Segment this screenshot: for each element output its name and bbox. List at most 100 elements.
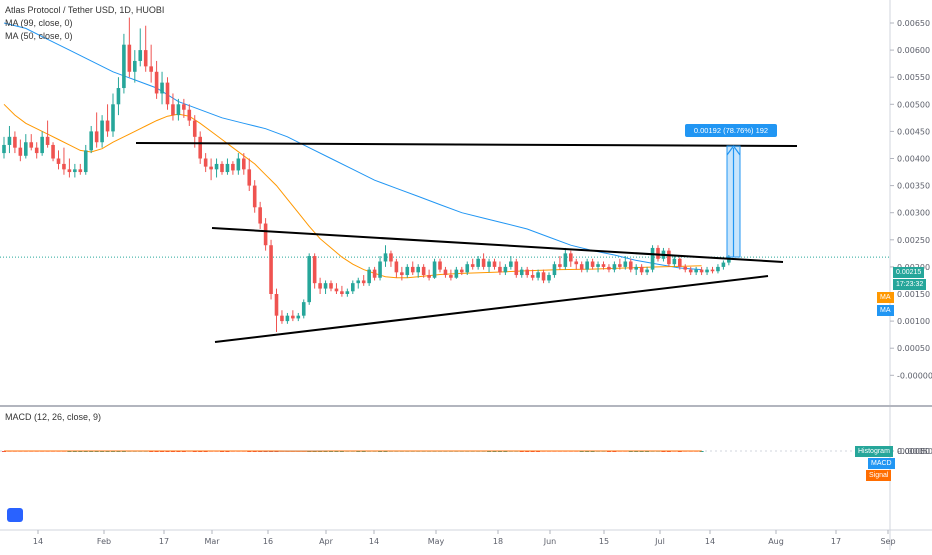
candle-body: [144, 50, 148, 66]
candle-body: [558, 264, 562, 267]
candle-body: [378, 261, 382, 277]
price-tick-label: -0.00000: [897, 371, 932, 380]
candle-body: [602, 264, 606, 267]
ma50-legend[interactable]: MA (50, close, 0): [5, 30, 73, 42]
candle-body: [264, 224, 268, 246]
candle-body: [476, 259, 480, 267]
candle-body: [509, 261, 513, 266]
candle-body: [427, 275, 431, 278]
candle-body: [155, 72, 159, 94]
time-tick-label: 15: [599, 537, 609, 546]
candle-body: [433, 261, 437, 277]
candle-body: [487, 261, 491, 266]
candle-body: [280, 316, 284, 321]
candle-body: [51, 145, 55, 159]
candle-body: [149, 66, 153, 71]
candle-body: [335, 289, 339, 292]
time-tick-label: May: [428, 537, 445, 546]
candle-body: [711, 270, 715, 272]
candle-body: [389, 253, 393, 261]
candle-body: [455, 270, 459, 278]
candle-body: [640, 267, 644, 272]
candle-body: [504, 267, 508, 272]
candle-body: [291, 316, 295, 319]
candle-body: [618, 264, 622, 267]
lower-triangle-line: [215, 276, 768, 342]
candle-body: [656, 248, 660, 259]
ma50-price-tag: MA: [877, 292, 894, 303]
candle-body: [29, 142, 33, 147]
candle-body: [89, 131, 93, 150]
candle-body: [520, 270, 524, 275]
candle-body: [40, 137, 44, 153]
candle-body: [95, 131, 99, 142]
candle-body: [100, 121, 104, 143]
histogram-tag: Histogram: [855, 446, 893, 457]
candle-body: [716, 267, 720, 271]
candle-body: [678, 259, 682, 267]
ma99-legend[interactable]: MA (99, close, 0): [5, 17, 73, 29]
candle-body: [160, 83, 164, 94]
candle-body: [591, 261, 595, 266]
candle-body: [705, 270, 709, 273]
candle-body: [629, 261, 633, 269]
candle-body: [318, 283, 322, 288]
time-tick-label: Feb: [97, 537, 111, 546]
candle-body: [133, 61, 137, 72]
candle-body: [209, 167, 213, 170]
candle-body: [269, 245, 273, 294]
candle-body: [24, 142, 28, 156]
candle-body: [188, 110, 192, 121]
candle-body: [258, 207, 262, 223]
measure-label[interactable]: 0.00192 (78.76%) 192: [685, 124, 777, 137]
candle-body: [237, 159, 241, 171]
candle-body: [128, 45, 132, 72]
candle-body: [694, 270, 698, 273]
chart-title: Atlas Protocol / Tether USD, 1D, HUOBI: [5, 4, 164, 16]
price-tick-label: 0.00400: [897, 155, 930, 164]
candle-body: [700, 270, 704, 273]
candle-body: [313, 256, 317, 283]
candle-body: [634, 267, 638, 270]
candle-body: [564, 253, 568, 267]
candle-body: [449, 275, 453, 278]
ma99-price-tag: MA: [877, 305, 894, 316]
candle-body: [373, 270, 377, 278]
candle-body: [395, 261, 399, 272]
candle-body: [400, 272, 404, 275]
signal-tag: Signal: [866, 470, 891, 481]
moving-averages: [4, 23, 702, 278]
candle-body: [68, 169, 72, 172]
candle-body: [204, 159, 208, 167]
candle-body: [585, 261, 589, 269]
candle-body: [111, 104, 115, 131]
tradingview-logo[interactable]: [7, 508, 23, 522]
candle-body: [689, 270, 693, 273]
candle-body: [498, 267, 502, 272]
macd-legend[interactable]: MACD (12, 26, close, 9): [5, 411, 101, 423]
candle-body: [275, 294, 279, 316]
trendline-drawings: [136, 143, 797, 342]
candle-body: [215, 164, 219, 169]
candle-body: [73, 169, 77, 172]
candle-body: [580, 264, 584, 269]
time-tick-label: 17: [159, 537, 169, 546]
candle-body: [683, 267, 687, 270]
candle-body: [406, 267, 410, 275]
candle-body: [171, 104, 175, 115]
candle-body: [122, 45, 126, 88]
candle-body: [471, 264, 475, 267]
time-tick-label: 14: [369, 537, 379, 546]
candle-body: [351, 283, 355, 291]
candle-body: [531, 275, 535, 278]
candle-body: [645, 270, 649, 273]
price-tick-label: 0.00050: [897, 344, 930, 353]
candle-body: [536, 272, 540, 277]
candle-body: [438, 261, 442, 269]
candle-body: [35, 148, 39, 153]
grid: [0, 257, 890, 451]
candle-body: [13, 137, 17, 148]
candle-body: [515, 261, 519, 275]
